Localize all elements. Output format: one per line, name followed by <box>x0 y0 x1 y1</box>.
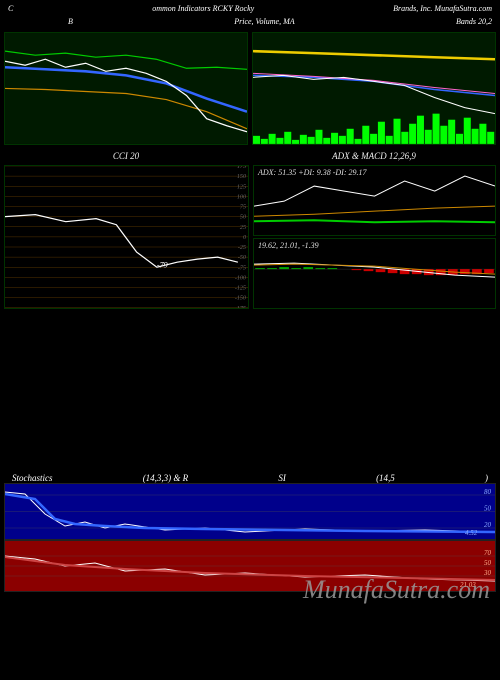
hdr-price: Price, Volume, MA <box>234 17 294 26</box>
svg-text:-150: -150 <box>235 296 246 302</box>
lbl-close-paren: ) <box>485 473 488 483</box>
label-adx: ADX: 51.35 +DI: 9.38 -DI: 29.17 <box>258 168 367 177</box>
panel-rsi: 70 50 30 21.03 <box>4 540 496 592</box>
svg-text:-50: -50 <box>238 255 246 261</box>
svg-text:-175: -175 <box>235 306 246 308</box>
lbl-si: SI <box>278 473 286 483</box>
panel-stochastics: 80 50 20 4.52 <box>4 483 496 540</box>
svg-text:30: 30 <box>483 569 492 577</box>
svg-text:80: 80 <box>484 488 492 496</box>
svg-text:50: 50 <box>240 215 246 221</box>
svg-text:50: 50 <box>484 559 492 567</box>
svg-text:50: 50 <box>484 504 492 512</box>
svg-text:125: 125 <box>237 184 246 190</box>
row-top <box>0 30 500 147</box>
panel-price <box>252 32 496 145</box>
svg-text:-75: -75 <box>238 265 246 271</box>
chart-rsi: 70 50 30 21.03 <box>5 541 495 591</box>
label-macd: 19.62, 21.01, -1.39 <box>258 241 319 250</box>
svg-text:150: 150 <box>237 174 246 180</box>
chart-stochastics: 80 50 20 4.52 <box>5 484 495 539</box>
svg-text:-100: -100 <box>235 275 246 281</box>
svg-text:25: 25 <box>240 225 246 231</box>
panel-bollinger <box>4 32 248 145</box>
title-cci: CCI 20 <box>4 149 248 163</box>
svg-text:70: 70 <box>484 549 492 557</box>
svg-text:-79: -79 <box>157 260 168 269</box>
hdr-brand: Brands, Inc. MunafaSutra.com <box>393 4 492 13</box>
svg-text:21.03: 21.03 <box>460 581 476 589</box>
panel-adx: ADX: 51.35 +DI: 9.38 -DI: 29.17 <box>253 165 496 236</box>
lbl-stoch: Stochastics <box>12 473 53 483</box>
stoch-header: Stochastics (14,3,3) & R SI (14,5 ) <box>4 473 496 483</box>
hdr-bands: Bands 20,2 <box>456 17 492 26</box>
row-bottom: Stochastics (14,3,3) & R SI (14,5 ) 80 50… <box>0 471 500 594</box>
subheader: B Price, Volume, MA Bands 20,2 <box>0 17 500 30</box>
svg-text:75: 75 <box>240 204 246 210</box>
panel-adx-macd-stack: ADX: 51.35 +DI: 9.38 -DI: 29.17 19.62, 2… <box>253 165 496 309</box>
chart-bollinger <box>5 33 247 144</box>
row-mid: 175 150 125 100 75 50 25 0 -25 -50 -75 -100 -125 -150… <box>0 163 500 311</box>
page-header: C ommon Indicators RCKY Rocky Brands, In… <box>0 0 500 17</box>
hdr-b: B <box>68 17 73 26</box>
svg-text:-25: -25 <box>238 245 246 251</box>
row-mid-titles: CCI 20 ADX & MACD 12,26,9 <box>0 147 500 163</box>
panel-macd: 19.62, 21.01, -1.39 <box>253 238 496 309</box>
hdr-ticker: ommon Indicators RCKY Rocky <box>152 4 254 13</box>
svg-text:4.52: 4.52 <box>465 529 478 537</box>
chart-cci: 175 150 125 100 75 50 25 0 -25 -50 -75 -100 -125 -150… <box>5 166 248 308</box>
chart-price <box>253 33 495 144</box>
title-adx: ADX & MACD 12,26,9 <box>252 149 496 163</box>
svg-text:-125: -125 <box>235 285 246 291</box>
panel-cci: 175 150 125 100 75 50 25 0 -25 -50 -75 -100 -125 -150… <box>4 165 249 309</box>
svg-text:175: 175 <box>237 166 246 170</box>
svg-text:20: 20 <box>484 521 492 529</box>
hdr-c: C <box>8 4 13 13</box>
lbl-rsi-params: (14,5 <box>376 473 395 483</box>
lbl-stoch-params: (14,3,3) & R <box>143 473 189 483</box>
svg-text:100: 100 <box>237 194 246 200</box>
svg-text:0: 0 <box>243 235 246 241</box>
